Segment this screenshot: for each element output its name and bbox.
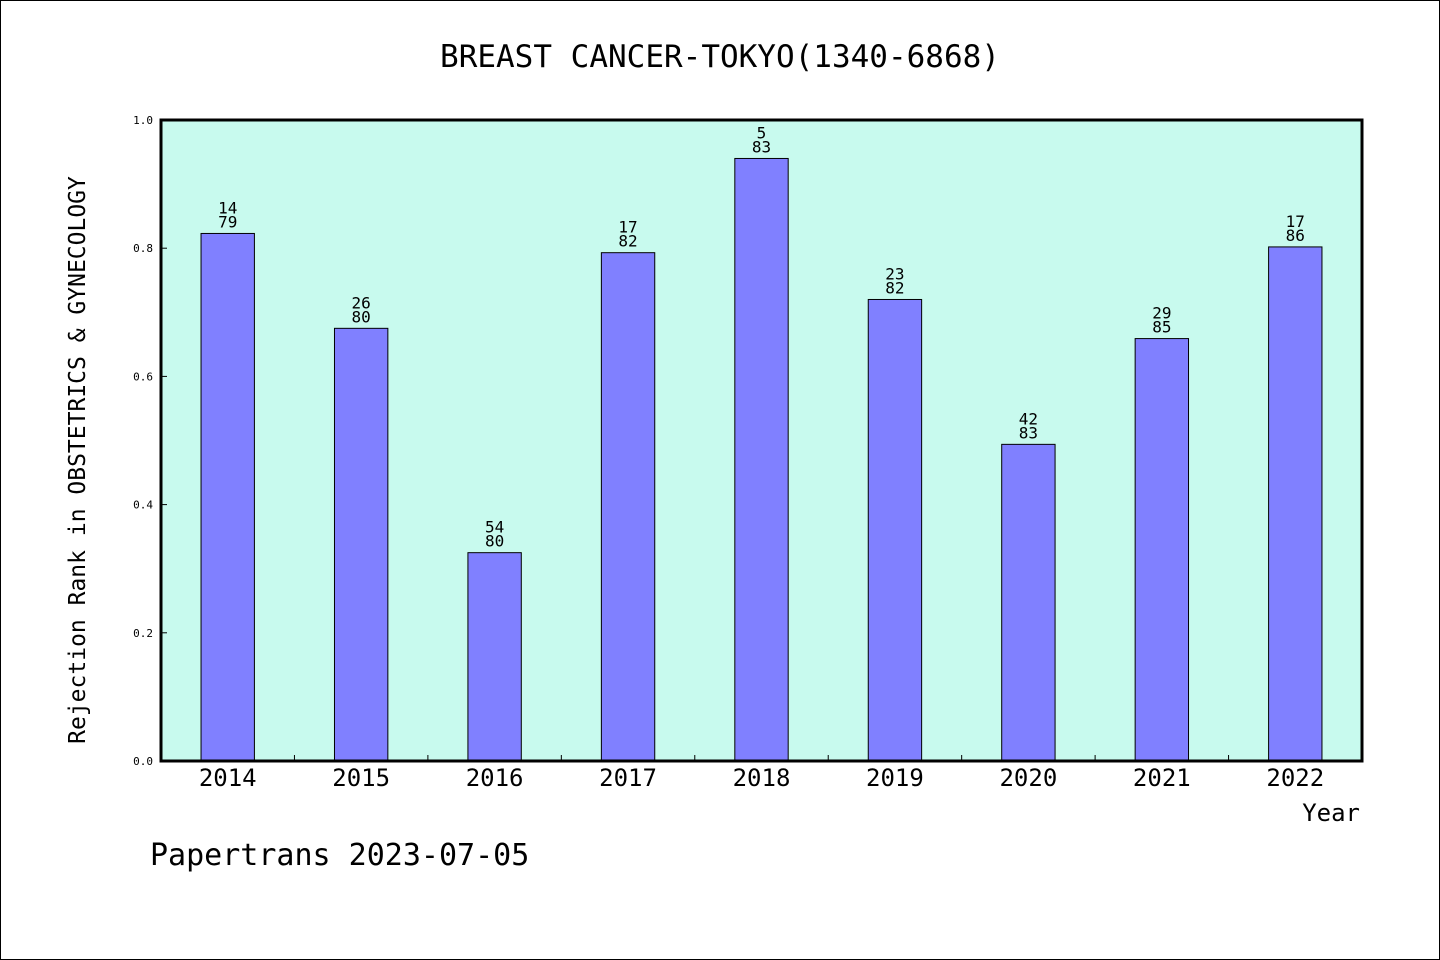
bar-rank-label: 42: [1019, 409, 1038, 428]
bar-total-label: 82: [618, 232, 637, 251]
bar-rank-label: 23: [885, 264, 904, 283]
bar-total-label: 83: [1019, 423, 1038, 442]
x-tick-label: 2020: [999, 764, 1057, 792]
y-axis: 0.0 0.2 0.4 0.6 0.8 1.0: [133, 114, 167, 768]
footer-note: Papertrans 2023-07-05: [150, 838, 529, 873]
bar-rank-label: 17: [618, 218, 637, 237]
x-axis-title: Year: [1302, 799, 1360, 827]
bar: [867, 298, 923, 762]
bar-total-label: 86: [1286, 226, 1305, 245]
y-tick-label: 1.0: [133, 114, 153, 127]
bar-total-label: 85: [1152, 318, 1171, 337]
y-tick-label: 0.4: [133, 499, 153, 512]
x-tick-label: 2015: [332, 764, 390, 792]
bar-rank-label: 5: [757, 123, 767, 142]
x-tick-label: 2016: [466, 764, 524, 792]
x-axis: 2014 2015 2016 2017 2018 2019 2020 2021 2022: [199, 755, 1324, 792]
y-tick-label: 0.6: [133, 370, 153, 383]
y-tick-label: 0.0: [133, 755, 153, 768]
x-tick-label: 2022: [1266, 764, 1324, 792]
x-tick-label: 2021: [1133, 764, 1191, 792]
y-tick-label: 0.8: [133, 242, 153, 255]
bar-total-label: 82: [885, 278, 904, 297]
bar-rank-label: 26: [352, 293, 371, 312]
bar-rank-label: 17: [1286, 212, 1305, 231]
bar: [467, 552, 522, 762]
y-axis-title: Rejection Rank in OBSTETRICS & GYNECOLOG…: [65, 176, 91, 744]
bar-total-label: 83: [752, 137, 771, 156]
bar-rank-label: 54: [485, 518, 504, 537]
x-tick-label: 2017: [599, 764, 657, 792]
bar-rank-label: 29: [1152, 304, 1171, 323]
bar: [1134, 338, 1190, 762]
x-tick-label: 2018: [733, 764, 791, 792]
bar: [1001, 443, 1056, 762]
x-tick-label: 2014: [199, 764, 257, 792]
bar: [1268, 246, 1323, 762]
plot-border: [159, 118, 1364, 763]
x-tick-label: 2019: [866, 764, 924, 792]
bar-total-label: 80: [352, 307, 371, 326]
y-tick-label: 0.2: [133, 627, 153, 640]
bar-rank-label: 14: [218, 198, 237, 217]
bar: [333, 327, 389, 762]
bar: [734, 157, 789, 762]
bar: [200, 232, 255, 762]
bar-total-label: 79: [218, 212, 237, 231]
bar-total-label: 80: [485, 532, 504, 551]
bar: [600, 252, 656, 762]
chart-title: BREAST CANCER-TOKYO(1340-6868): [440, 39, 1000, 75]
bars-layer: [200, 157, 1323, 762]
